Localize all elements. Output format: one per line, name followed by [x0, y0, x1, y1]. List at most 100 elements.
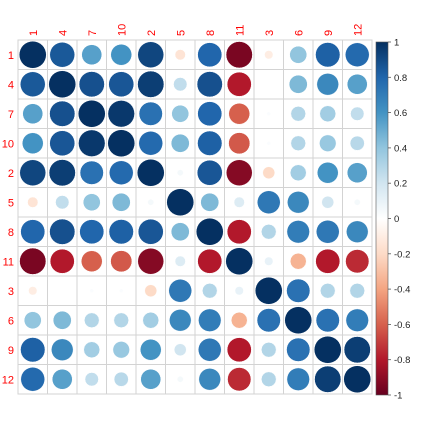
correlation-circle [110, 250, 133, 273]
correlation-circle [228, 103, 250, 125]
correlation-circle [346, 220, 369, 243]
correlation-circle [264, 50, 274, 60]
correlation-circle [286, 220, 310, 244]
correlation-circle [197, 42, 223, 68]
correlation-circle [142, 311, 160, 329]
correlation-circle [49, 130, 76, 157]
correlation-circle [19, 247, 47, 275]
correlation-circle [48, 159, 76, 187]
correlation-circle [140, 368, 162, 390]
correlation-circle [343, 336, 371, 364]
correlation-circle [18, 40, 47, 69]
correlation-circle [112, 341, 130, 359]
row-label: 6 [8, 315, 14, 327]
correlation-circle [346, 73, 368, 95]
correlation-circle [170, 222, 190, 242]
correlation-circle [20, 71, 46, 97]
correlation-circle [256, 308, 281, 333]
correlation-circle [20, 367, 45, 392]
correlation-circle [197, 101, 223, 127]
correlation-circle [51, 338, 74, 361]
correlation-circle [262, 166, 276, 180]
correlation-circle [226, 219, 252, 245]
correlation-circle [225, 247, 254, 276]
correlation-circle [226, 337, 252, 363]
correlation-circle [49, 248, 75, 274]
correlation-circle [313, 335, 342, 364]
correlation-circle [27, 196, 39, 208]
correlation-circle [111, 192, 131, 212]
correlation-circle [83, 341, 101, 359]
correlation-circle [202, 283, 218, 299]
correlation-circle [343, 365, 372, 394]
correlation-circle [137, 41, 164, 68]
correlation-circle [345, 42, 370, 67]
correlation-circle [110, 44, 132, 66]
correlation-circle [226, 71, 252, 97]
correlation-circle [320, 283, 336, 299]
correlation-circle [286, 278, 311, 303]
correlation-circle [315, 308, 340, 333]
row-label: 1 [8, 50, 14, 62]
correlation-circle [166, 188, 195, 217]
correlation-circle [346, 162, 368, 184]
correlation-circle [55, 195, 70, 210]
grid-cell [283, 69, 314, 100]
legend-tick-label: -0.4 [394, 285, 410, 296]
correlation-circle [171, 104, 190, 123]
correlation-circle [113, 312, 129, 328]
correlation-circle [315, 42, 341, 68]
row-label: 9 [8, 345, 14, 357]
row-label: 3 [8, 286, 14, 298]
color-legend: 1 0.8 0.6 0.4 0.2 0 -0.2 -0.4 -0.6 -0.8 -1 [375, 38, 410, 402]
correlation-circle [78, 129, 106, 157]
correlation-circle [321, 195, 335, 209]
row-label: 5 [8, 197, 14, 209]
correlation-circle [290, 135, 306, 151]
correlation-circle [266, 141, 271, 146]
correlation-circle [196, 71, 223, 98]
correlation-circle [345, 249, 370, 274]
row-label: 12 [2, 374, 14, 386]
correlation-circle [22, 103, 44, 125]
correlation-circle [119, 288, 124, 293]
correlation-circle [137, 70, 165, 98]
correlation-circle [169, 309, 192, 332]
correlation-circle [78, 71, 105, 98]
row-label: 11 [3, 256, 14, 268]
correlation-circle [230, 311, 248, 329]
correlation-circle [350, 106, 365, 121]
correlation-circle [173, 343, 187, 357]
correlation-circle [287, 191, 310, 214]
correlation-circle [200, 192, 220, 212]
row-label: 8 [8, 227, 14, 239]
correlation-circle [254, 276, 283, 305]
correlation-circle [170, 133, 190, 153]
grid-cell [253, 69, 284, 100]
correlation-circle [197, 248, 223, 274]
row-label: 4 [8, 79, 14, 91]
column-labels: 1 4 7 10 2 5 8 11 3 6 9 12 [28, 24, 365, 36]
correlation-circle [353, 198, 361, 206]
correlation-circle [23, 311, 42, 330]
legend-tick-label: -0.2 [394, 249, 410, 260]
correlation-circle [49, 100, 76, 127]
correlation-circle [234, 286, 244, 296]
correlation-circle [51, 368, 73, 390]
legend-tick-label: -1 [394, 391, 402, 402]
correlation-circle [107, 129, 136, 158]
correlation-circle [79, 160, 104, 185]
correlation-circle [138, 131, 163, 156]
legend-tick-label: -0.6 [394, 320, 410, 331]
column-label: 4 [57, 30, 69, 36]
correlation-circle [289, 164, 307, 182]
correlation-circle [81, 44, 103, 66]
correlation-circle [345, 308, 369, 332]
legend-color-bar [375, 41, 389, 396]
grid-cell [47, 275, 78, 306]
correlation-circle [197, 130, 223, 156]
correlation-circle [316, 73, 339, 96]
correlation-circle [49, 42, 75, 68]
correlation-circle [28, 286, 38, 296]
column-label: 9 [323, 30, 335, 36]
